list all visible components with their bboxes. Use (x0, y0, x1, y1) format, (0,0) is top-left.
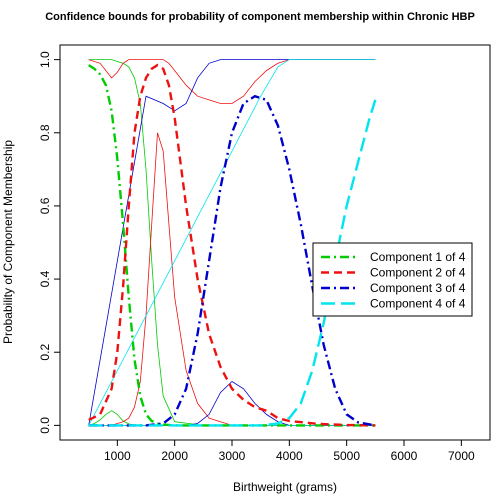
legend-label: Component 3 of 4 (370, 281, 466, 295)
x-tick-label: 6000 (391, 449, 418, 463)
x-axis-label: Birthweight (grams) (233, 480, 337, 494)
y-tick-label: 0.6 (38, 197, 52, 214)
y-axis: 0.0 0.2 0.4 0.6 0.8 1.0 (38, 51, 60, 434)
y-tick-label: 0.4 (38, 270, 52, 287)
series-2-line (88, 63, 376, 427)
legend-label: Component 2 of 4 (370, 266, 466, 280)
y-tick-label: 1.0 (38, 51, 52, 68)
series-4-line (88, 99, 377, 427)
x-tick-label: 7000 (448, 449, 475, 463)
legend-box (312, 242, 473, 317)
y-tick-label: 0.0 (38, 417, 52, 434)
series-4-upper-bound (88, 59, 376, 426)
x-axis: 1000 2000 3000 4000 5000 6000 7000 (104, 440, 475, 463)
series-2-upper-bound (88, 59, 376, 104)
x-tick-label: 4000 (276, 449, 303, 463)
series-1-line (88, 64, 376, 427)
plot-frame (59, 44, 491, 441)
legend-label: Component 4 of 4 (370, 297, 466, 311)
x-tick-label: 3000 (219, 449, 246, 463)
legend-label: Component 1 of 4 (370, 250, 466, 264)
series-lines (88, 63, 377, 427)
y-tick-label: 0.2 (38, 344, 52, 361)
chart-title: Confidence bounds for probability of com… (45, 11, 475, 23)
y-axis-label: Probability of Component Membership (1, 140, 15, 344)
x-tick-label: 1000 (104, 449, 131, 463)
y-tick-label: 0.8 (38, 124, 52, 141)
x-tick-label: 2000 (161, 449, 188, 463)
x-tick-label: 5000 (333, 449, 360, 463)
series-3-line (88, 94, 376, 427)
